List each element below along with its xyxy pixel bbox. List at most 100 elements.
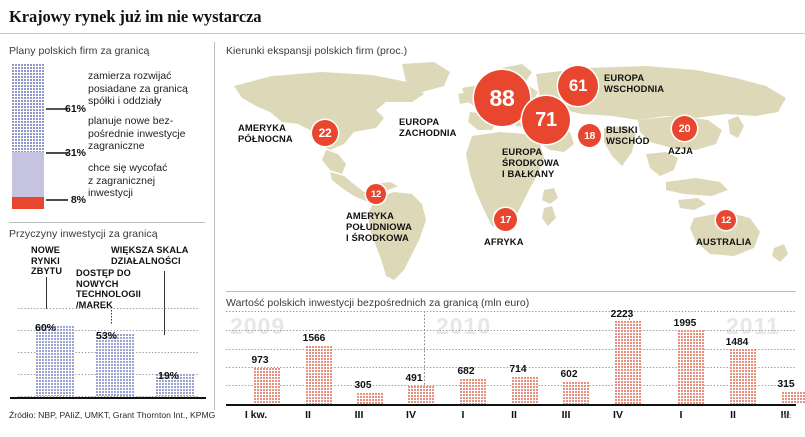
reg-line: EUROPA xyxy=(399,116,440,127)
wartosc-bar-4 xyxy=(460,379,486,404)
pct-label-31: 31% xyxy=(64,147,86,159)
reg-line: PÓŁNOCNA xyxy=(238,133,293,144)
wartosc-chart: 2009 2010 2011 xyxy=(226,311,805,405)
wartosc-value-7: 2223 xyxy=(610,309,634,320)
przyczyny-bar-0 xyxy=(36,326,74,396)
stem-1 xyxy=(111,310,112,324)
reg-line: ZACHODNIA xyxy=(399,127,457,138)
wartosc-value-3: 491 xyxy=(405,373,423,384)
year-separator-1 xyxy=(424,311,425,404)
legend-line: chce się wycofać xyxy=(88,162,168,174)
xtick-5: II xyxy=(511,409,517,421)
bubble-value: 61 xyxy=(568,76,588,95)
gridline xyxy=(226,367,796,368)
xtick-7: IV xyxy=(613,409,623,421)
section-heading-kierunki: Kierunki ekspansji polskich firm (proc.) xyxy=(226,45,408,57)
bubble-bliski-wschod: 18 xyxy=(578,124,601,147)
legend-line: zagraniczne xyxy=(88,140,145,153)
wartosc-value-2: 305 xyxy=(354,380,372,391)
cat-line: /MAREK xyxy=(76,299,113,310)
cat-line: DZIAŁALNOŚCI xyxy=(111,255,181,266)
przyczyny-chart xyxy=(18,308,198,397)
legend-line: planuje nowe bez- xyxy=(88,115,174,127)
wartosc-value-1: 1566 xyxy=(302,333,326,344)
reg-line: POŁUDNIOWA xyxy=(346,221,413,232)
category-label-0: NOWE RYNKI ZBYTU xyxy=(31,245,62,277)
wartosc-bar-10 xyxy=(782,392,805,404)
legend-line: pośrednie inwestycje xyxy=(88,127,186,140)
xtick-4: I xyxy=(461,409,465,421)
source-note: Źródło: NBP, PAIiZ, UMKT, Grant Thornton… xyxy=(9,410,216,420)
wartosc-value-10: 315 xyxy=(777,379,795,390)
przyczyny-bar-1 xyxy=(96,334,134,396)
wartosc-value-8: 1995 xyxy=(673,318,697,329)
reg-line: WSCHÓD xyxy=(606,135,650,146)
region-label-europa-wschodnia: EUROPA WSCHODNIA xyxy=(604,72,664,94)
reg-line: BLISKI xyxy=(606,124,638,135)
wartosc-bar-0 xyxy=(254,368,280,404)
legend-line: spółki i oddziały xyxy=(88,95,162,108)
xtick-3: IV xyxy=(406,409,416,421)
bubble-value: 20 xyxy=(678,122,691,135)
year-watermark-2009: 2009 xyxy=(230,313,286,339)
gridline xyxy=(226,385,796,386)
wartosc-bar-1 xyxy=(306,346,332,404)
legend-line: z zagranicznej xyxy=(88,174,156,187)
title-divider xyxy=(0,33,805,34)
bubble-europa-zachodnia: 88 xyxy=(474,70,530,126)
page-title: Krajowy rynek już im nie wystarcza xyxy=(9,7,262,26)
wartosc-bar-6 xyxy=(563,382,589,404)
cat-line: DOSTĘP DO xyxy=(76,268,131,278)
bubble-value: 12 xyxy=(371,188,381,200)
przyczyny-value-2: 19% xyxy=(158,370,180,382)
bubble-australia: 12 xyxy=(716,210,736,230)
region-label-ameryka-poludniowa: AMERYKA POŁUDNIOWA I ŚRODKOWA xyxy=(346,210,412,243)
xtick-1: II xyxy=(305,409,311,421)
xtick-0: I kw. xyxy=(244,409,268,421)
pct-label-61: 61% xyxy=(64,103,86,115)
legend-text-61: zamierza rozwijać posiadane za granicą s… xyxy=(88,70,188,108)
stem-2 xyxy=(164,271,165,335)
region-label-europa-srodkowa: EUROPA ŚRODKOWA I BAŁKANY xyxy=(502,146,559,179)
bubble-value: 88 xyxy=(489,84,515,111)
reg-line: EUROPA xyxy=(502,146,543,157)
wartosc-bar-5 xyxy=(512,377,538,404)
category-label-2: WIĘKSZA SKALA DZIAŁALNOŚCI xyxy=(111,245,189,266)
bubble-value: 12 xyxy=(721,214,731,226)
year-watermark-2010: 2010 xyxy=(436,313,492,339)
bubble-value: 18 xyxy=(583,129,596,142)
legend-line: zamierza rozwijać xyxy=(88,70,172,82)
reg-line: I BAŁKANY xyxy=(502,168,555,179)
legend-line: posiadane za granicą xyxy=(88,82,188,95)
cat-line: TECHNOLOGII xyxy=(76,289,141,299)
bubble-afryka: 17 xyxy=(494,208,517,231)
category-label-1: DOSTĘP DO NOWYCH TECHNOLOGII /MAREK xyxy=(76,268,141,310)
wartosc-bar-9 xyxy=(730,349,756,404)
xtick-9: II xyxy=(730,409,736,421)
region-label-afryka: AFRYKA xyxy=(484,236,524,247)
bubble-ameryka-poludniowa: 12 xyxy=(366,184,386,204)
pct-label-8: 8% xyxy=(70,194,86,206)
legend-text-8: chce się wycofać z zagranicznej inwestyc… xyxy=(88,162,167,200)
horizontal-divider-left xyxy=(9,222,205,223)
reg-line: I ŚRODKOWA xyxy=(346,232,409,243)
bubble-ameryka-polnocna: 22 xyxy=(312,120,338,146)
wartosc-value-0: 973 xyxy=(251,355,269,366)
reg-line: AFRYKA xyxy=(484,236,524,247)
leader-line-8 xyxy=(46,199,68,201)
bubble-value: 22 xyxy=(318,126,332,140)
reg-line: AZJA xyxy=(668,145,694,156)
cat-line: WIĘKSZA SKALA xyxy=(111,245,189,255)
wartosc-bar-2 xyxy=(357,393,383,404)
region-label-azja: AZJA xyxy=(668,145,693,156)
bubble-europa-wschodnia: 61 xyxy=(558,66,598,106)
xtick-6: III xyxy=(561,409,571,421)
gridline xyxy=(226,311,796,312)
stack-segment-31 xyxy=(12,152,44,197)
cat-line: NOWE xyxy=(31,245,60,255)
region-label-bliski-wschod: BLISKI WSCHÓD xyxy=(606,124,650,146)
world-map: 22 12 88 71 61 18 20 17 12 AMERYKA PÓŁNO… xyxy=(226,58,798,290)
wartosc-bar-8 xyxy=(678,330,704,404)
wartosc-value-6: 602 xyxy=(560,369,578,380)
reg-line: AMERYKA xyxy=(238,122,287,133)
